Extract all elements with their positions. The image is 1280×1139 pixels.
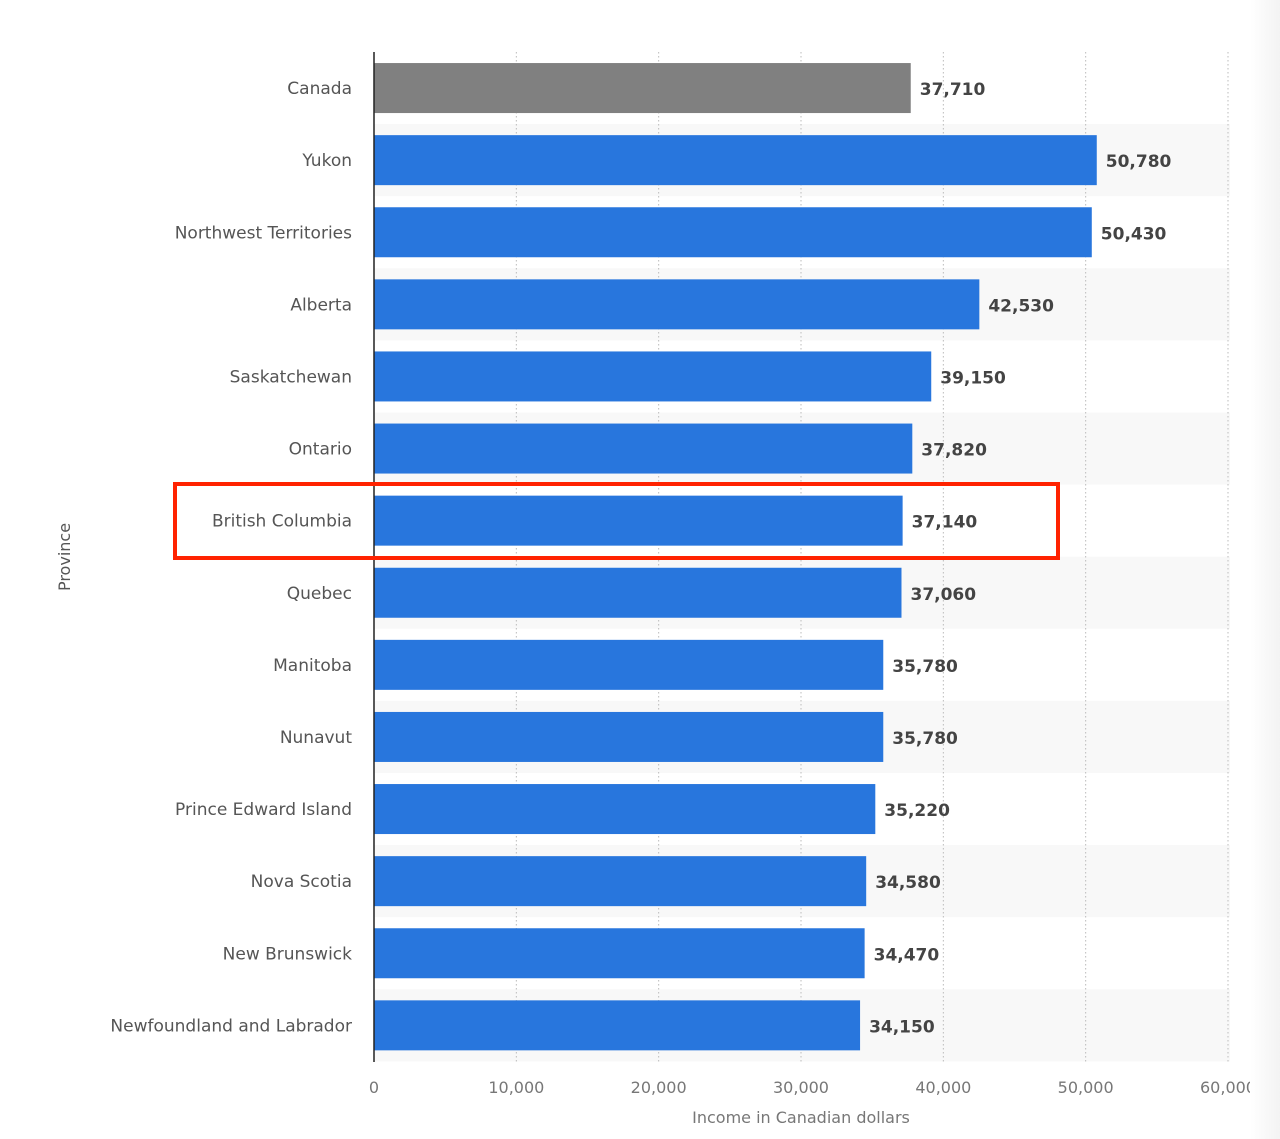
category-label: Saskatchewan (230, 367, 352, 387)
category-label: New Brunswick (223, 944, 353, 964)
data-label: 37,060 (910, 585, 976, 605)
category-label: Manitoba (273, 656, 352, 676)
bar-nova-scotia (374, 856, 867, 907)
bar-manitoba (374, 639, 884, 690)
x-tick-label: 10,000 (488, 1078, 544, 1097)
data-label: 42,530 (988, 296, 1054, 316)
y-axis-label: Province (55, 523, 74, 591)
bar-british-columbia (374, 495, 903, 546)
data-label: 50,430 (1101, 224, 1167, 244)
x-tick-label: 20,000 (631, 1078, 687, 1097)
data-label: 34,470 (874, 945, 940, 965)
bar-yukon (374, 135, 1097, 186)
highlight-box (173, 482, 1060, 560)
category-label: Alberta (290, 295, 352, 315)
x-tick-label: 50,000 (1058, 1078, 1114, 1097)
bar-saskatchewan (374, 351, 932, 402)
bar-northwest-territories (374, 207, 1092, 258)
category-label: Canada (287, 79, 352, 99)
data-label: 37,710 (920, 80, 986, 100)
bar-new-brunswick (374, 928, 865, 979)
data-label: 35,780 (892, 729, 958, 749)
scroll-shadow (1250, 0, 1280, 1139)
category-label: Newfoundland and Labrador (110, 1016, 352, 1036)
data-label: 34,580 (875, 873, 941, 893)
bar-prince-edward-island (374, 784, 876, 835)
category-label: Ontario (289, 440, 352, 460)
x-axis-label: Income in Canadian dollars (692, 1108, 910, 1127)
bar-canada (374, 63, 911, 114)
x-tick-label: 40,000 (915, 1078, 971, 1097)
bar-nunavut (374, 711, 884, 762)
bar-quebec (374, 567, 902, 618)
data-label: 39,150 (940, 368, 1006, 388)
category-label: Quebec (287, 584, 352, 604)
category-label: Yukon (301, 151, 352, 171)
x-tick-label: 60,000 (1200, 1078, 1256, 1097)
x-tick-label: 0 (369, 1078, 379, 1097)
category-label: Northwest Territories (175, 223, 352, 243)
bar-alberta (374, 279, 980, 330)
data-label: 37,140 (912, 513, 978, 533)
data-label: 35,220 (884, 801, 950, 821)
data-label: 34,150 (869, 1017, 935, 1037)
bar-newfoundland-and-labrador (374, 1000, 861, 1051)
category-label: British Columbia (212, 512, 352, 532)
bar-ontario (374, 423, 913, 474)
data-label: 50,780 (1106, 152, 1172, 172)
data-label: 35,780 (892, 657, 958, 677)
x-tick-label: 30,000 (773, 1078, 829, 1097)
category-label: Nova Scotia (251, 872, 352, 892)
data-label: 37,820 (921, 441, 987, 461)
category-label: Nunavut (280, 728, 353, 748)
category-label: Prince Edward Island (175, 800, 352, 820)
